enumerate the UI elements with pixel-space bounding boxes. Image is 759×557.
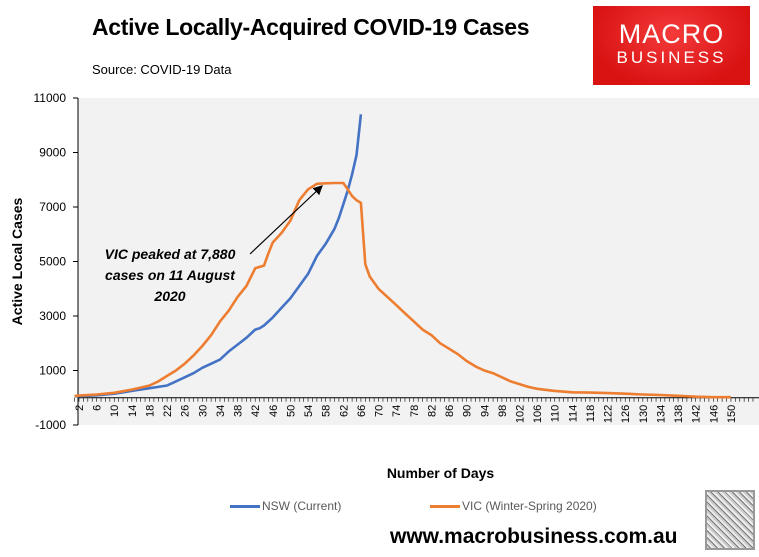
x-tick-label: 50: [285, 405, 297, 417]
x-tick-label: 98: [497, 405, 509, 417]
y-tick-label: 9000: [39, 146, 66, 160]
x-tick-label: 86: [444, 405, 456, 417]
website-url: www.macrobusiness.com.au: [390, 525, 678, 548]
plot-area: [78, 98, 759, 425]
series-line-vic: [74, 181, 731, 399]
y-tick-label: 3000: [39, 309, 66, 323]
x-tick-label: 106: [532, 405, 544, 423]
x-tick-label: 70: [374, 405, 386, 417]
x-tick-label: 138: [673, 405, 685, 423]
x-tick-label: 114: [567, 405, 579, 423]
x-tick-label: 118: [585, 405, 597, 423]
x-tick-label: 146: [708, 405, 720, 423]
x-tick-label: 62: [338, 405, 350, 417]
x-tick-label: 18: [144, 405, 156, 417]
x-tick-label: 54: [303, 405, 315, 417]
x-tick-label: 46: [268, 405, 280, 417]
logo-line1: MACRO: [618, 19, 725, 49]
x-tick-label: 82: [426, 405, 438, 417]
y-tick-label: -1000: [35, 418, 66, 432]
x-tick-label: 122: [603, 405, 615, 423]
chart-subtitle: Source: COVID-19 Data: [92, 62, 232, 77]
x-tick-label: 90: [462, 405, 474, 417]
legend-swatch-vic: [430, 504, 460, 508]
annotation-arrow: [249, 185, 323, 255]
annotation-text-line: 2020: [153, 288, 185, 304]
x-tick-label: 14: [127, 405, 139, 417]
x-tick-label: 126: [620, 405, 632, 423]
x-tick-label: 74: [391, 405, 403, 417]
x-tick-label: 94: [479, 405, 491, 417]
wolf-logo-image: [705, 490, 755, 550]
y-tick-label: 5000: [39, 255, 66, 269]
legend-item-nsw: NSW (Current): [230, 499, 341, 513]
x-tick-label: 58: [321, 405, 333, 417]
chart-title: Active Locally-Acquired COVID-19 Cases: [92, 14, 530, 40]
y-tick-label: 7000: [39, 200, 66, 214]
x-tick-label: 102: [515, 405, 527, 423]
legend-swatch-nsw: [230, 504, 260, 508]
legend-label-vic: VIC (Winter-Spring 2020): [462, 499, 597, 513]
y-axis-title: Active Local Cases: [9, 197, 25, 325]
series-line-nsw: [74, 114, 363, 398]
legend-label-nsw: NSW (Current): [262, 499, 342, 513]
logo-line2: BUSINESS: [616, 48, 727, 67]
x-tick-label: 22: [162, 405, 174, 417]
annotation-text-line: VIC peaked at 7,880: [105, 246, 236, 262]
x-tick-label: 130: [638, 405, 650, 423]
x-tick-label: 150: [726, 405, 738, 423]
x-tick-label: 2: [74, 405, 86, 411]
x-tick-label: 10: [109, 405, 121, 417]
x-tick-label: 34: [215, 405, 227, 417]
x-tick-label: 38: [233, 405, 245, 417]
annotation-text-line: cases on 11 August: [105, 267, 236, 283]
x-tick-label: 6: [92, 405, 104, 411]
macrobusiness-logo: MACRO BUSINESS: [593, 6, 750, 85]
y-tick-label: 1000: [39, 364, 66, 378]
x-tick-label: 42: [250, 405, 262, 417]
y-tick-label: 11000: [34, 91, 67, 105]
x-tick-label: 66: [356, 405, 368, 417]
x-tick-label: 78: [409, 405, 421, 417]
x-tick-label: 142: [691, 405, 703, 423]
legend-item-vic: VIC (Winter-Spring 2020): [430, 499, 597, 513]
x-tick-label: 110: [550, 405, 562, 423]
x-axis-title: Number of Days: [387, 465, 495, 481]
x-tick-label: 134: [655, 405, 667, 423]
x-tick-label: 30: [197, 405, 209, 417]
x-tick-label: 26: [180, 405, 192, 417]
